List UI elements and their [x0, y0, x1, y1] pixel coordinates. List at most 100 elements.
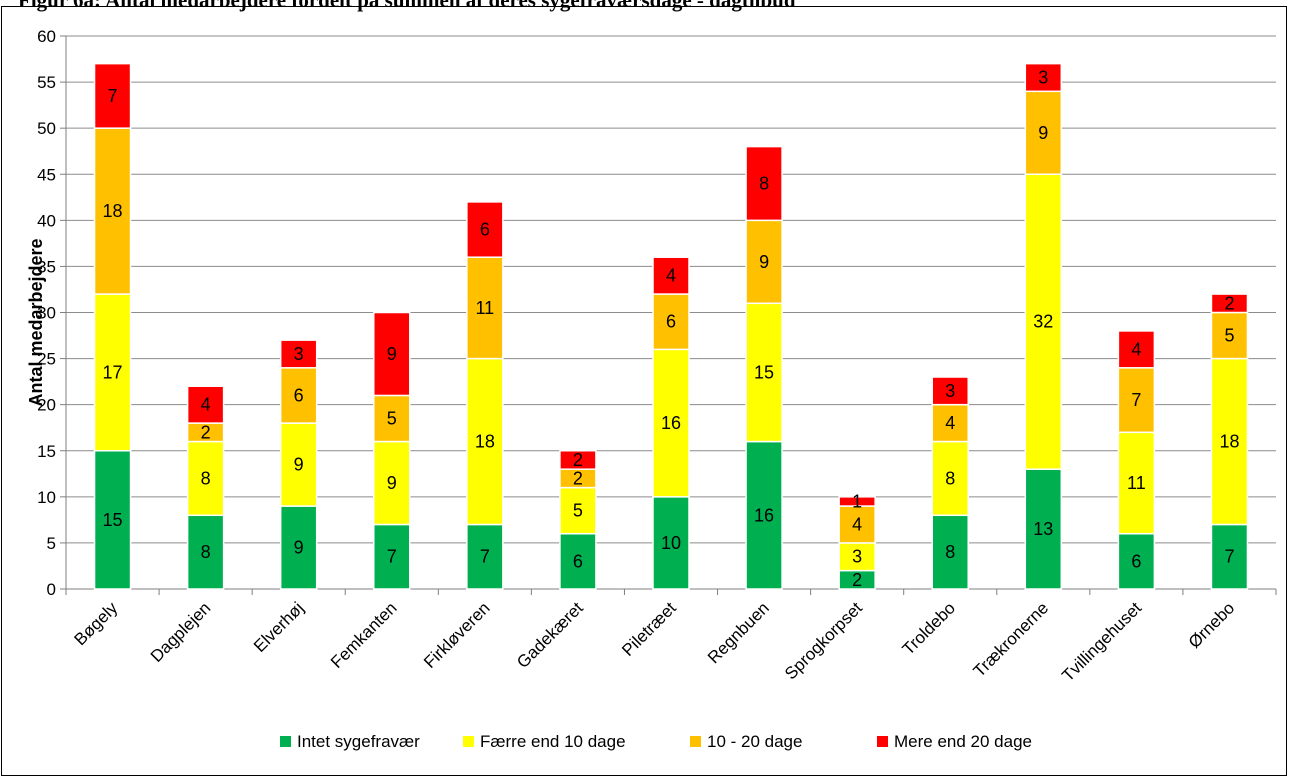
- bar-segment: [466, 523, 504, 590]
- bar-segment: [1210, 293, 1249, 314]
- bar-segment: [186, 440, 225, 517]
- bar-segment: [279, 339, 318, 369]
- data-label: 5: [573, 501, 583, 521]
- x-tick-label: Femkanten: [327, 598, 401, 672]
- data-label: 11: [1127, 473, 1146, 493]
- x-tick-label: Ørnebo: [1185, 598, 1239, 652]
- bar-segment: [838, 496, 876, 507]
- bar-segment: [931, 376, 969, 406]
- data-label: 6: [573, 551, 583, 571]
- data-label: 6: [480, 220, 490, 240]
- data-label: 2: [201, 422, 211, 442]
- bar-segment: [745, 145, 783, 222]
- y-tick-label: 35: [37, 257, 56, 276]
- data-label: 3: [1038, 67, 1048, 87]
- data-label: 11: [476, 298, 495, 318]
- bar-segment: [373, 311, 411, 397]
- data-label: 18: [103, 201, 123, 221]
- data-label: 2: [852, 570, 862, 590]
- bar-segment: [1210, 357, 1249, 526]
- legend-swatch: [690, 736, 701, 747]
- data-label: 7: [1131, 390, 1141, 410]
- y-tick-label: 10: [37, 488, 56, 507]
- data-label: 6: [1131, 551, 1141, 571]
- data-label: 7: [108, 86, 118, 106]
- bar-segment: [559, 450, 597, 470]
- y-axis-label: Antal medarbejdere: [26, 238, 46, 406]
- y-tick-label: 40: [37, 211, 56, 230]
- data-label: 3: [852, 547, 862, 567]
- x-axis: Bøgely Dagplejen Elverhøj Femkanten Firkløve…: [65, 589, 1277, 685]
- data-label: 8: [759, 173, 769, 193]
- chart-frame: [1, 6, 1287, 776]
- bar-segment: [1024, 90, 1063, 175]
- x-tick-label: Gadekæret: [513, 598, 587, 672]
- bar-segment: [1024, 468, 1063, 590]
- data-label: 2: [573, 450, 583, 470]
- data-label: 1: [852, 491, 862, 511]
- bar-segment: [1024, 173, 1063, 470]
- bar-segment: [652, 348, 690, 498]
- legend-swatch: [877, 736, 888, 747]
- data-label: 7: [480, 547, 490, 567]
- bar-segment: [279, 367, 318, 424]
- bar-segment: [1117, 431, 1156, 535]
- y-tick-label: 30: [37, 304, 56, 323]
- bar-segment: [93, 127, 132, 295]
- x-tick-label: Troldebo: [899, 598, 959, 658]
- bar-segment: [93, 62, 132, 129]
- x-tick-label: Tvillingehuset: [1058, 598, 1145, 685]
- bar-segment: [466, 256, 504, 360]
- legend-swatch: [463, 736, 474, 747]
- y-tick-label: 55: [37, 73, 56, 92]
- data-label: 4: [666, 266, 676, 286]
- bar-segment: [186, 385, 225, 424]
- data-label: 4: [852, 514, 862, 534]
- data-label: 9: [1038, 123, 1048, 143]
- legend-swatch: [280, 736, 291, 747]
- x-tick-label: Piletræet: [618, 598, 680, 660]
- data-label: 4: [1131, 339, 1141, 359]
- data-label: 16: [754, 505, 774, 525]
- bar-segment: [279, 505, 318, 590]
- data-label: 9: [759, 252, 769, 272]
- data-label: 7: [387, 547, 397, 567]
- x-tick-label: Elverhøj: [250, 598, 308, 656]
- data-label: 2: [1224, 293, 1234, 313]
- bar-segment: [652, 496, 690, 590]
- bar-segment: [838, 505, 876, 544]
- data-label: 15: [103, 510, 123, 530]
- bar-segment: [931, 440, 969, 517]
- data-label: 5: [387, 408, 397, 428]
- data-label: 6: [666, 312, 676, 332]
- data-label: 8: [945, 468, 955, 488]
- data-label: 3: [294, 344, 304, 364]
- y-tick-label: 15: [37, 442, 56, 461]
- y-tick-label: 60: [37, 27, 56, 46]
- bars: 1517187882499637959718116652210166416159…: [93, 62, 1249, 590]
- y-tick-label: 45: [37, 165, 56, 184]
- x-tick-label: Sprogkorpset: [781, 598, 866, 683]
- bar-segment: [559, 532, 597, 590]
- data-label: 2: [573, 468, 583, 488]
- data-label: 18: [1219, 432, 1239, 452]
- bar-segment: [652, 256, 690, 295]
- data-label: 5: [1224, 326, 1234, 346]
- x-tick-label: Bøgely: [71, 598, 122, 649]
- data-label: 7: [1224, 547, 1234, 567]
- y-tick-label: 25: [37, 350, 56, 369]
- x-tick-label: Regnbuen: [704, 598, 773, 667]
- legend: Intet sygefravær Færre end 10 dage 10 - 20…: [280, 732, 1032, 751]
- data-label: 9: [387, 344, 397, 364]
- data-label: 8: [201, 542, 211, 562]
- bar-segment: [1117, 367, 1156, 434]
- bar-segment: [931, 514, 969, 590]
- data-label: 18: [475, 432, 495, 452]
- bar-segment: [1117, 330, 1156, 369]
- legend-label: Mere end 20 dage: [894, 732, 1032, 751]
- legend-label: 10 - 20 dage: [707, 732, 802, 751]
- legend-label: Færre end 10 dage: [480, 732, 626, 751]
- y-tick-label: 0: [47, 580, 56, 599]
- bar-segment: [466, 201, 504, 258]
- data-label: 3: [945, 381, 955, 401]
